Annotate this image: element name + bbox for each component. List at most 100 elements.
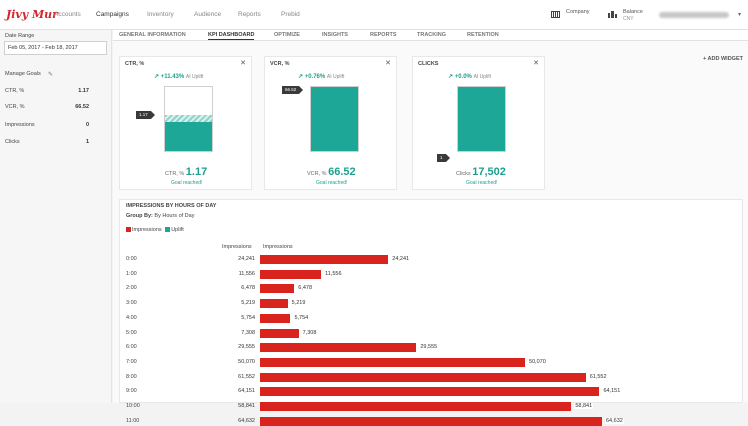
goal-row-clicks: Clicks 1 [5, 139, 89, 145]
balance-label: Balance [623, 9, 643, 15]
goal-status: Goal reached! [466, 180, 498, 186]
impression-bar[interactable] [260, 387, 600, 397]
kpi-gauge [310, 86, 359, 152]
impression-bar[interactable] [260, 284, 295, 294]
app-logo[interactable]: Jivy Mur [6, 8, 58, 21]
goal-row-vcr: VCR, % 66.52 [5, 104, 89, 110]
goal-marker: 1 [437, 154, 449, 162]
bar-data-label: 24,241 [391, 256, 411, 262]
tab-bar: GENERAL INFORMATION KPI DASHBOARD OPTIMI… [113, 30, 748, 41]
impression-bar[interactable] [260, 255, 389, 264]
tab-retention[interactable]: RETENTION [467, 32, 499, 38]
balance-currency: CNY [623, 16, 634, 22]
top-bar: Jivy Mur Accounts Campaigns Inventory Au… [0, 0, 748, 30]
bar-data-label: 61,552 [588, 373, 608, 380]
goal-marker: 1.17 [136, 111, 155, 119]
chart-legend: Impressions Uplift [126, 227, 184, 233]
edit-pencil-icon[interactable]: ✎ [48, 72, 54, 78]
company-label[interactable]: Company [566, 9, 590, 15]
hour-label: 10:00 [126, 403, 140, 409]
hour-label: 5:00 [126, 329, 137, 336]
bar-data-label: 58,841 [574, 403, 594, 409]
gauge-fill [458, 87, 505, 151]
manage-goals-label: Manage Goals [5, 71, 41, 77]
gauge-fill [311, 87, 358, 151]
hour-label: 8:00 [126, 373, 137, 380]
impression-bar[interactable] [260, 372, 586, 382]
kpi-gauge [457, 86, 506, 152]
hour-label: 11:00 [126, 417, 140, 424]
goal-value: 1.17 [78, 88, 89, 94]
impression-value: 11,556 [238, 270, 255, 277]
hour-label: 7:00 [126, 358, 137, 365]
nav-inventory[interactable]: Inventory [147, 11, 174, 18]
legend-swatch-impressions [126, 227, 131, 232]
goal-row-impressions: Impressions 0 [5, 122, 89, 128]
date-range-label: Date Range [5, 33, 35, 39]
impression-value: 24,241 [238, 256, 255, 262]
legend-uplift[interactable]: Uplift [171, 227, 184, 233]
close-icon[interactable]: ✕ [385, 60, 391, 67]
sidebar [0, 30, 112, 403]
tab-optimize[interactable]: OPTIMIZE [274, 32, 300, 38]
goal-value: 0 [85, 122, 89, 128]
goal-name: VCR, % [5, 104, 25, 110]
nav-accounts[interactable]: Accounts [54, 11, 81, 18]
tab-reports[interactable]: REPORTS [370, 32, 397, 38]
impression-value: 64,632 [238, 417, 255, 424]
close-icon[interactable]: ✕ [240, 60, 246, 67]
date-range-input[interactable]: Feb 05, 2017 - Feb 18, 2017 [4, 41, 107, 55]
goal-status: Goal reached! [316, 180, 348, 186]
bar-data-label: 50,070 [527, 358, 547, 365]
kpi-value: Clicks 17,502 [456, 166, 506, 178]
legend-swatch-uplift [165, 227, 171, 232]
goal-row-ctr: CTR, % 1.17 [5, 88, 89, 94]
tab-kpi-dashboard[interactable]: KPI DASHBOARD [208, 32, 255, 40]
bar-data-label: 11,556 [324, 270, 343, 277]
close-icon[interactable]: ✕ [533, 60, 539, 67]
balance-value [659, 12, 729, 18]
nav-campaigns[interactable]: Campaigns [96, 11, 129, 18]
tab-insights[interactable]: INSIGHTS [322, 32, 348, 38]
impression-value: 5,754 [241, 314, 255, 321]
impression-bar[interactable] [260, 328, 299, 338]
column-header-value: Impressions [222, 244, 252, 250]
nav-prebid[interactable]: Prebid [281, 11, 300, 18]
card-title: VCR, % [270, 61, 290, 67]
impression-bar[interactable] [260, 299, 288, 309]
impression-bar[interactable] [260, 402, 572, 411]
legend-impressions[interactable]: Impressions [132, 227, 162, 233]
nav-reports[interactable]: Reports [238, 11, 261, 18]
impression-value: 5,219 [241, 300, 255, 307]
group-by[interactable]: Group By: By Hours of Day [126, 213, 195, 219]
impression-value: 6,478 [241, 285, 255, 292]
card-title: CLICKS [418, 61, 439, 67]
impression-bar[interactable] [260, 269, 322, 279]
tab-tracking[interactable]: TRACKING [417, 32, 447, 38]
goal-name: CTR, % [5, 88, 25, 94]
chevron-down-icon[interactable]: ▾ [738, 12, 742, 18]
impression-bar[interactable] [260, 313, 291, 323]
kpi-value: VCR, % 66.52 [307, 166, 356, 178]
hour-label: 1:00 [126, 270, 137, 277]
bar-data-label: 5,754 [293, 314, 310, 321]
bar-data-label: 64,632 [605, 417, 624, 424]
impression-bar[interactable] [260, 357, 525, 367]
card-title: CTR, % [125, 61, 145, 67]
goal-name: Impressions [5, 122, 35, 128]
impression-value: 50,070 [238, 358, 255, 365]
add-widget-button[interactable]: + ADD WIDGET [703, 56, 743, 62]
hour-label: 2:00 [126, 285, 137, 292]
kpi-gauge [164, 86, 213, 152]
impression-bar[interactable] [260, 343, 417, 353]
bar-data-label: 64,151 [602, 388, 622, 395]
impression-value: 61,552 [238, 373, 255, 380]
hour-label: 0:00 [126, 256, 137, 262]
impression-bar[interactable] [260, 416, 602, 426]
column-header-bar: Impressions [263, 244, 293, 250]
nav-audience[interactable]: Audience [194, 11, 222, 18]
kpi-card-ctr: CTR, % ✕ ↗ +11.43% AI Uplift 1.17 CTR, %… [119, 56, 252, 190]
goal-value: 1 [85, 139, 89, 145]
tab-general-information[interactable]: GENERAL INFORMATION [119, 32, 186, 38]
hour-label: 6:00 [126, 344, 137, 351]
